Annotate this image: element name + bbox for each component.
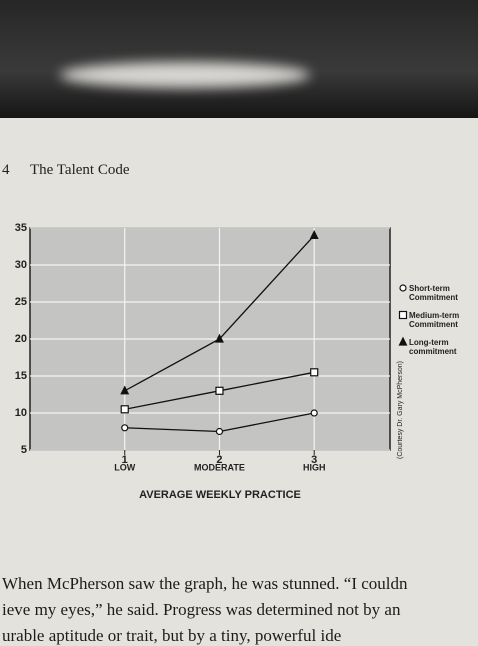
point (215, 333, 224, 343)
legend-marker (398, 336, 408, 346)
legend-marker (399, 284, 407, 292)
point (215, 427, 224, 436)
x-tick-label: 2 (216, 454, 222, 466)
credit: (Courtesy Dr. Gary McPherson) (397, 361, 404, 459)
x-tick-label: 3 (311, 454, 317, 466)
y-tick-label: 30 (15, 259, 27, 271)
body-line: urable aptitude or trait, but by a tiny,… (2, 626, 342, 645)
photo-background (0, 0, 478, 118)
body-line: When McPherson saw the graph, he was stu… (2, 574, 408, 593)
point (310, 409, 318, 417)
x-level-label: MODERATE (194, 462, 245, 472)
legend-marker (398, 310, 408, 320)
y-tick-label: 35 (15, 222, 27, 234)
point (309, 230, 319, 239)
legend-entry: Short-term Commitment (409, 284, 458, 302)
body-line: ieve my eyes,” he said. Progress was det… (2, 600, 401, 619)
x-level-label: HIGH (303, 462, 326, 472)
y-tick-label: 20 (15, 333, 27, 345)
page-number: 4 (2, 162, 10, 178)
x-tick-label: 1 (122, 454, 128, 466)
legend-entry: Long-term commitment (409, 338, 457, 356)
running-title: The Talent Code (30, 162, 130, 178)
y-tick-label: 5 (21, 444, 27, 456)
point (215, 386, 224, 395)
y-tick-label: 15 (15, 370, 27, 382)
x-level-label: LOW (114, 462, 135, 472)
legend-entry: Medium-term Commitment (409, 311, 460, 329)
point (120, 405, 129, 414)
point (310, 368, 319, 377)
x-axis-title: AVERAGE WEEKLY PRACTICE (139, 489, 301, 501)
y-tick-label: 25 (15, 296, 27, 308)
point (120, 385, 130, 395)
y-tick-label: 10 (15, 407, 27, 419)
light-glare (60, 62, 310, 88)
point (121, 424, 129, 432)
